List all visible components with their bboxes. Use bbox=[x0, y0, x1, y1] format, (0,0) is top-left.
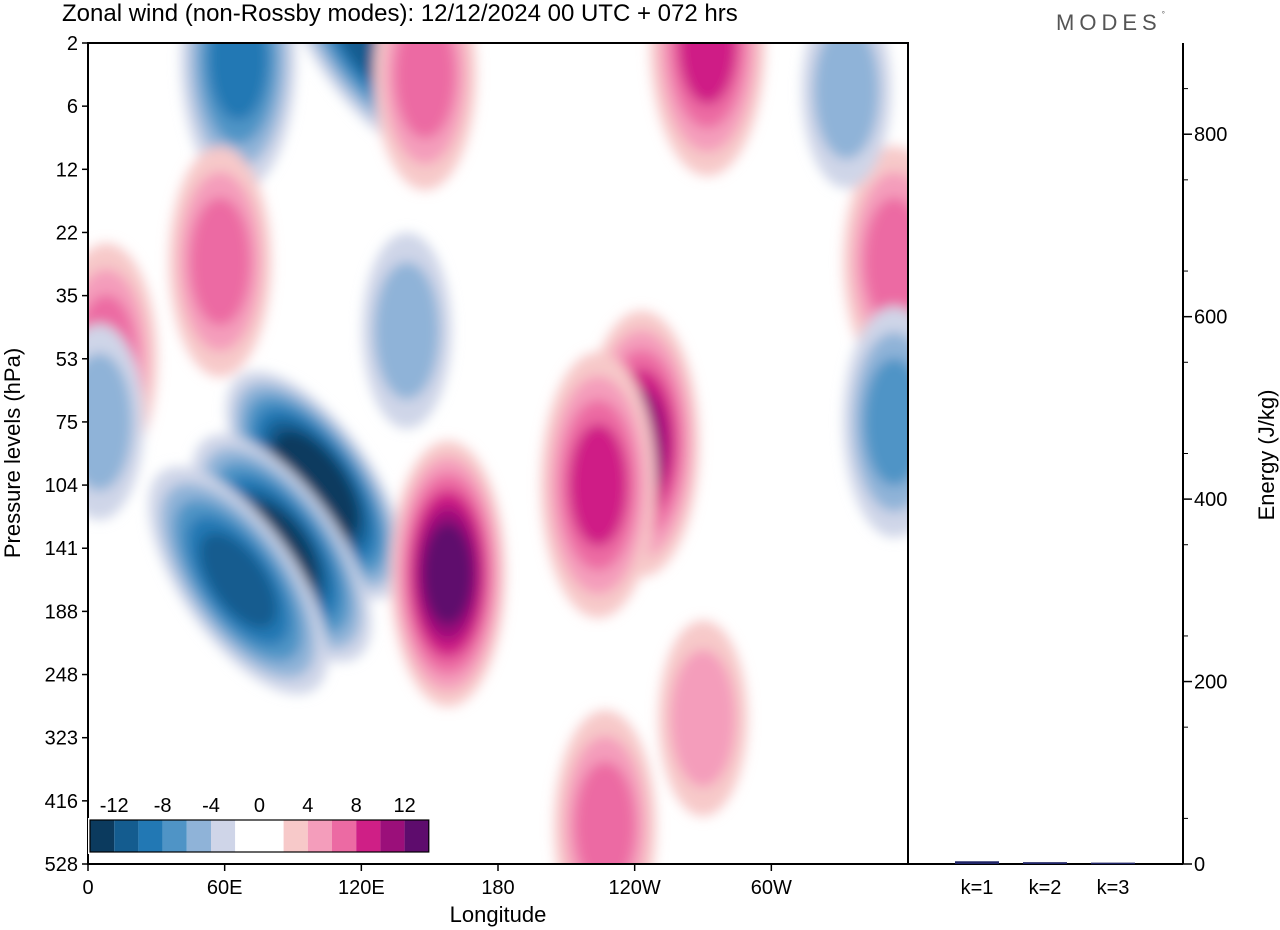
wind-anomaly bbox=[374, 43, 477, 191]
energy-tick-label: 800 bbox=[1194, 124, 1227, 146]
energy-tick-label: 400 bbox=[1194, 489, 1227, 511]
wind-anomaly bbox=[169, 146, 272, 378]
contour-band bbox=[374, 261, 440, 400]
energy-bar bbox=[955, 861, 999, 864]
y-tick-label: 35 bbox=[56, 286, 78, 308]
bar-category-label: k=2 bbox=[1029, 877, 1062, 899]
y-tick-label: 22 bbox=[56, 222, 78, 244]
modes-logo: MODES° bbox=[1056, 10, 1165, 35]
contour-band bbox=[88, 353, 133, 491]
wind-anomaly bbox=[553, 710, 657, 864]
logo-text: MODES bbox=[1056, 10, 1162, 35]
colorbar-swatch bbox=[114, 820, 139, 852]
colorbar-tick-label: 12 bbox=[393, 795, 415, 817]
wind-anomaly bbox=[843, 306, 908, 538]
x-axis-label: Longitude bbox=[450, 902, 547, 927]
wind-anomaly bbox=[843, 146, 908, 378]
contour-band bbox=[863, 197, 908, 326]
colorbar-swatch bbox=[356, 820, 381, 852]
energy-bars: k=1 k=2 k=3 bbox=[955, 861, 1135, 899]
x-tick-label: 120E bbox=[338, 877, 385, 899]
colorbar-tick-label: -8 bbox=[154, 795, 172, 817]
colorbar-tick-label: 8 bbox=[351, 795, 362, 817]
colorbar-swatch bbox=[90, 820, 115, 852]
heatmap-field bbox=[88, 43, 908, 864]
contour-band bbox=[863, 357, 908, 486]
wind-anomaly bbox=[362, 232, 452, 429]
contour-band bbox=[199, 532, 277, 629]
y-tick-label: 323 bbox=[45, 728, 78, 750]
contour-band bbox=[813, 43, 880, 160]
y-tick-label: 12 bbox=[56, 159, 78, 181]
y-tick-label: 104 bbox=[45, 475, 78, 497]
y-tick-label: 75 bbox=[56, 412, 78, 434]
y-tick-label: 528 bbox=[45, 854, 78, 876]
chart-title: Zonal wind (non-Rossby modes): 12/12/202… bbox=[62, 0, 738, 27]
energy-axis-label: Energy (J/kg) bbox=[1254, 390, 1279, 521]
energy-bar bbox=[1023, 862, 1067, 864]
colorbar: -12 -8 -4 0 4 8 12 bbox=[88, 795, 431, 854]
y-tick-label: 188 bbox=[45, 601, 78, 623]
contour-band bbox=[678, 43, 737, 105]
energy-tick-label: 200 bbox=[1194, 672, 1227, 694]
x-tick-label: 60W bbox=[751, 877, 792, 899]
contour-band bbox=[282, 443, 350, 527]
x-tick-label: 0 bbox=[82, 877, 93, 899]
contour-band bbox=[422, 522, 473, 625]
contour-band bbox=[670, 649, 736, 788]
colorbar-swatch bbox=[162, 820, 187, 852]
x-tick-label: 180 bbox=[481, 877, 514, 899]
y-tick-label: 6 bbox=[67, 96, 78, 118]
y-axis-label: Pressure levels (hPa) bbox=[0, 348, 25, 558]
y-tick-label: 53 bbox=[56, 349, 78, 371]
y-tick-label: 416 bbox=[45, 791, 78, 813]
colorbar-swatch bbox=[332, 820, 357, 852]
colorbar-swatch bbox=[380, 820, 405, 852]
wind-anomaly bbox=[88, 323, 144, 520]
colorbar-tick-label: 4 bbox=[302, 795, 313, 817]
bar-category-label: k=1 bbox=[961, 877, 994, 899]
wind-anomaly bbox=[226, 371, 406, 599]
contour-band bbox=[568, 423, 628, 547]
x-tick-label: 120W bbox=[609, 877, 661, 899]
colorbar-swatch bbox=[211, 820, 236, 852]
colorbar-swatch bbox=[138, 820, 163, 852]
x-axis: 0 60E 120E 180 120W 60W bbox=[82, 864, 792, 899]
y-tick-label: 248 bbox=[45, 665, 78, 687]
contour-band bbox=[394, 43, 456, 139]
energy-tick-label: 600 bbox=[1194, 307, 1227, 329]
wind-anomaly bbox=[658, 620, 748, 817]
colorbar-tick-label: 0 bbox=[254, 795, 265, 817]
contour-band bbox=[189, 197, 251, 326]
colorbar-swatch bbox=[259, 820, 284, 852]
colorbar-tick-label: -12 bbox=[100, 795, 129, 817]
colorbar-swatch bbox=[235, 820, 260, 852]
x-tick-label: 60E bbox=[207, 877, 243, 899]
energy-axis: 0 200 400 600 800 bbox=[1183, 88, 1227, 876]
bar-category-label: k=3 bbox=[1097, 877, 1130, 899]
colorbar-swatch bbox=[307, 820, 332, 852]
wind-anomaly bbox=[540, 352, 656, 619]
contour-band bbox=[574, 761, 636, 864]
energy-bar bbox=[1091, 862, 1135, 865]
wind-anomaly bbox=[649, 43, 766, 176]
wind-anomaly bbox=[180, 43, 296, 192]
colorbar-swatch bbox=[283, 820, 308, 852]
wind-anomaly bbox=[390, 440, 506, 707]
energy-tick-label: 0 bbox=[1194, 854, 1205, 876]
colorbar-tick-label: -4 bbox=[202, 795, 220, 817]
contour-band bbox=[209, 43, 268, 121]
y-tick-label: 2 bbox=[67, 33, 78, 55]
wind-anomaly bbox=[801, 43, 892, 189]
y-axis: 2 6 12 22 35 53 75 104 141 188 248 323 416 528 bbox=[45, 33, 88, 876]
colorbar-frame bbox=[89, 819, 430, 853]
colorbar-swatch bbox=[186, 820, 211, 852]
colorbar-swatch bbox=[404, 820, 429, 852]
wind-anomaly bbox=[148, 466, 329, 695]
y-tick-label: 141 bbox=[45, 538, 78, 560]
